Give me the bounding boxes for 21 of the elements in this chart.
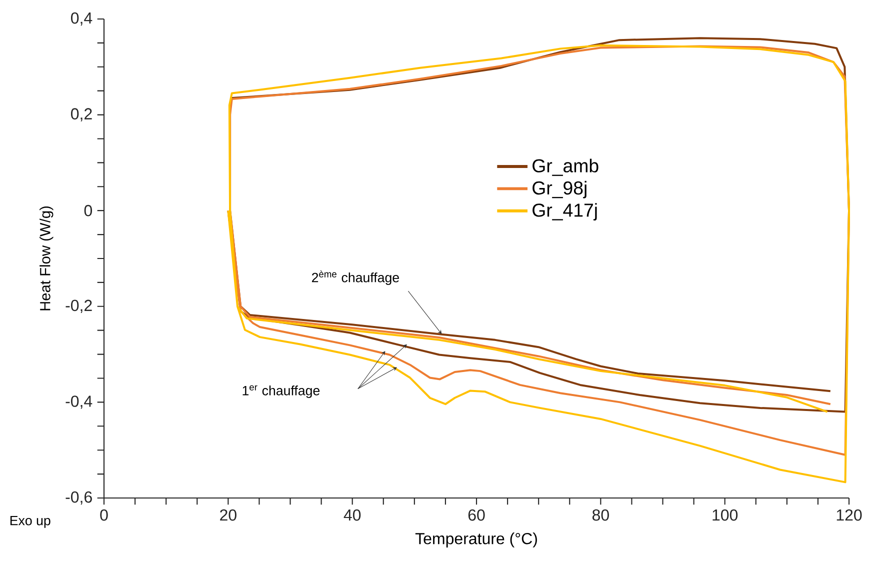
x-tick-label: 40 — [344, 509, 361, 521]
legend-label: Gr_amb — [532, 158, 598, 176]
y-axis-title: Heat Flow (W/g) — [40, 206, 54, 310]
x-tick-label: 120 — [836, 509, 862, 521]
x-tick-label: 80 — [592, 509, 609, 521]
annotation: 2$^{ème}$ chauffage — [312, 270, 399, 285]
x-tick-label: 100 — [712, 509, 738, 521]
legend-label: Gr_98j — [532, 180, 586, 198]
x-axis-title: Temperature (°C) — [415, 532, 537, 548]
y-tick-label: 0 — [84, 204, 92, 216]
y-tick-label: -0,2 — [66, 300, 92, 314]
y-tick-label: -0,4 — [66, 396, 92, 409]
y-tick-label: 0,2 — [71, 108, 92, 122]
text: Exo up — [10, 516, 50, 528]
x-tick-label: 0 — [100, 509, 108, 521]
annotation: 1$^{er}$ chauffage — [242, 385, 320, 398]
y-tick-label: 0,4 — [71, 12, 92, 26]
x-tick-label: 20 — [220, 509, 236, 521]
x-tick-label: 60 — [468, 509, 485, 521]
y-tick-label: -0,6 — [66, 491, 92, 505]
legend-label: Gr_417j — [532, 203, 597, 220]
